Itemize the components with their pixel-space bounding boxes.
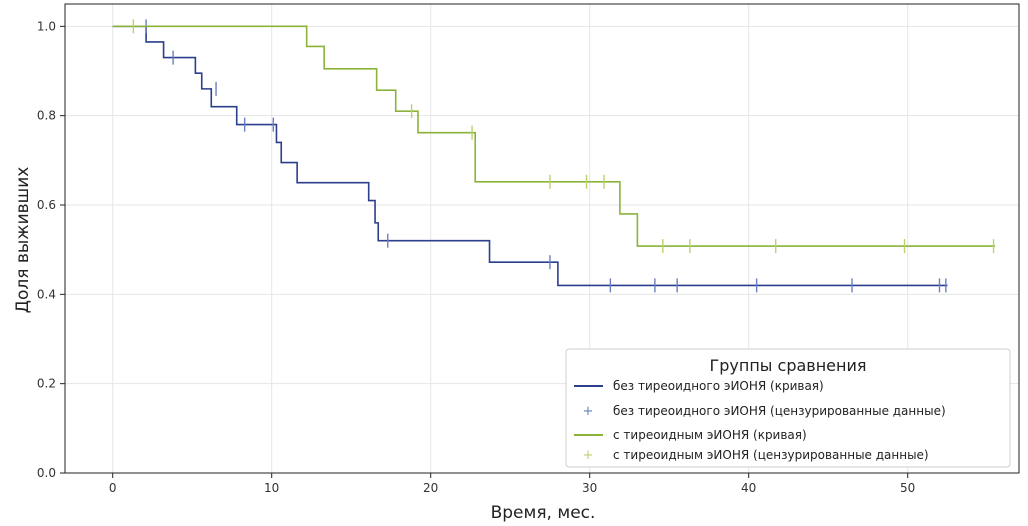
x-tick-label: 20 [423, 481, 438, 495]
legend: Группы сравнения без тиреоидного эИОНЯ (… [565, 348, 1011, 468]
legend-box [565, 348, 1011, 468]
km-curve-series-2 [112, 25, 996, 247]
y-axis-title: Доля выживших [13, 167, 33, 314]
y-tick-label: 0.4 [37, 287, 56, 301]
x-tick-label: 40 [741, 481, 756, 495]
y-tick-label: 0.8 [37, 109, 56, 123]
legend-entry-4: с тиреоидным эИОНЯ (цензурированные данн… [613, 448, 929, 462]
km-curve-series-1 [112, 25, 948, 287]
y-tick-label: 0.0 [37, 466, 56, 480]
legend-title: Группы сравнения [710, 356, 867, 375]
series-layer [112, 19, 996, 293]
tick-layer: 0 10 20 30 40 50 0.0 0.2 0.4 0.6 0.8 1.0 [37, 19, 915, 495]
x-tick-label: 50 [900, 481, 915, 495]
x-axis-title: Время, мес. [491, 503, 596, 523]
y-tick-label: 0.6 [37, 198, 56, 212]
y-tick-label: 0.2 [37, 377, 56, 391]
plot-frame [64, 3, 1020, 474]
x-tick-label: 10 [264, 481, 279, 495]
legend-swatch-marker-2: + [583, 448, 594, 463]
y-tick-label: 1.0 [37, 19, 56, 33]
x-tick-label: 30 [582, 481, 597, 495]
legend-swatch-marker-1: + [583, 404, 594, 419]
x-tick-label: 0 [109, 481, 117, 495]
legend-entry-2: без тиреоидного эИОНЯ (цензурированные д… [613, 404, 946, 418]
legend-entry-1: без тиреоидного эИОНЯ (кривая) [613, 379, 824, 393]
legend-entry-3: с тиреоидным эИОНЯ (кривая) [613, 428, 807, 442]
